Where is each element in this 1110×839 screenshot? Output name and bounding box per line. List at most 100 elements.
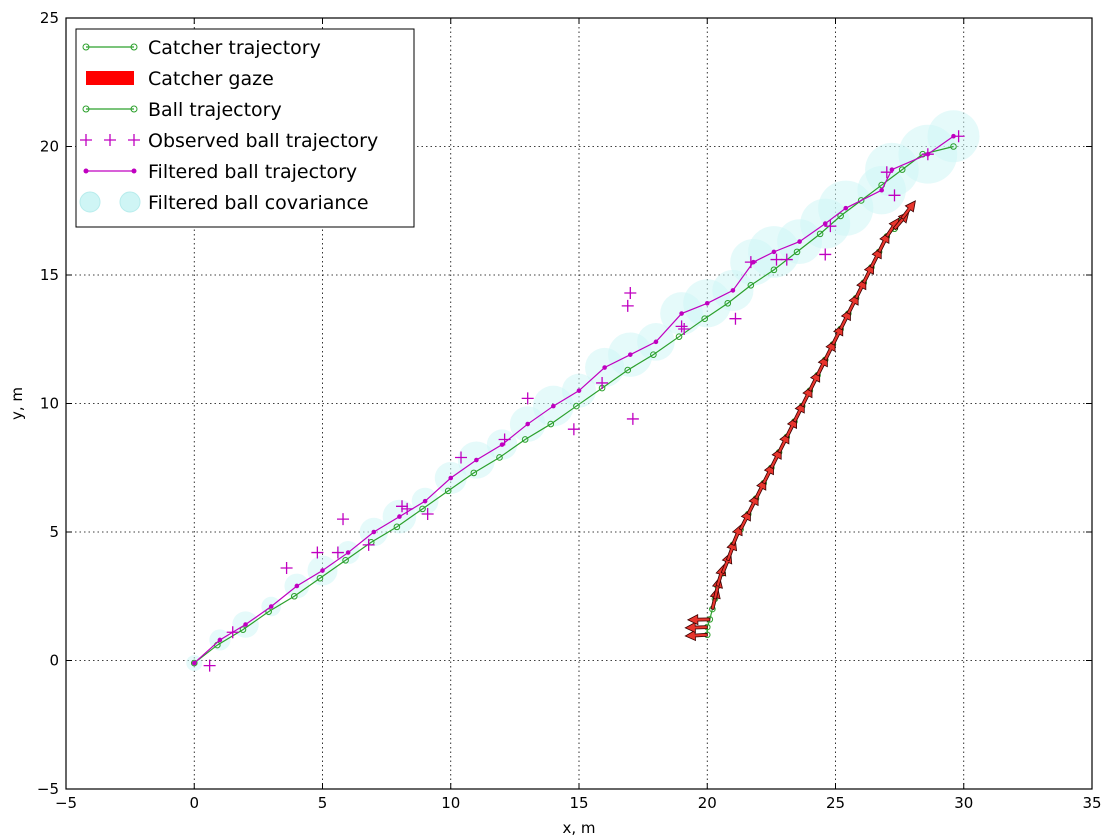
observed-ball-trajectory <box>203 130 965 672</box>
ball-trajectory-point <box>290 592 298 600</box>
catcher-gaze-arrow <box>738 508 751 531</box>
ball-trajectory-point <box>950 143 957 150</box>
filtered-ball-trajectory-point <box>628 352 633 357</box>
catcher-gaze-arrow <box>831 323 844 346</box>
observed-ball-point <box>624 286 637 299</box>
catcher-gaze-arrow <box>807 370 821 392</box>
ball-trajectory-point <box>521 436 529 443</box>
legend-marker <box>104 134 116 146</box>
catcher-gaze-arrow <box>815 354 828 377</box>
filtered-ball-trajectory-point <box>371 529 377 535</box>
catcher-gaze <box>684 200 916 642</box>
ball-trajectory-point <box>393 523 401 531</box>
legend-marker <box>83 168 89 174</box>
filtered-ball-trajectory-point <box>474 457 479 463</box>
filtered-ball-trajectory-point <box>448 475 454 481</box>
legend-label: Filtered ball trajectory <box>148 161 357 183</box>
x-tick-label: 30 <box>954 794 973 812</box>
observed-ball-point <box>362 538 375 551</box>
filtered-ball-trajectory-point <box>730 288 736 293</box>
ball-trajectory-point <box>793 248 801 256</box>
catcher-gaze-arrow <box>686 613 711 626</box>
filtered-ball-trajectory-point <box>525 421 530 427</box>
legend: Catcher trajectory Catcher gaze Ball traje… <box>75 28 415 228</box>
observed-ball-point <box>824 220 837 233</box>
catcher-gaze-arrow <box>730 523 743 546</box>
legend-marker <box>82 105 90 113</box>
filtered-ball-trajectory-point <box>268 604 274 609</box>
observed-ball-point <box>678 322 691 335</box>
ball-trajectory-point <box>624 366 632 374</box>
x-tick-label: 0 <box>189 794 199 812</box>
observed-ball-point <box>921 148 934 161</box>
filtered-ball-trajectory-point <box>243 622 248 627</box>
observed-ball-point <box>880 166 893 179</box>
x-tick-label: 15 <box>569 794 588 812</box>
catcher-gaze-arrow <box>854 277 867 300</box>
legend-entry: Observed ball trajectory <box>80 130 378 152</box>
ball-trajectory-point <box>316 574 324 582</box>
legend-marker <box>80 134 92 146</box>
y-tick-label: 0 <box>49 652 59 670</box>
observed-ball-point <box>226 626 239 639</box>
ball-trajectory-point <box>837 212 844 220</box>
legend-marker <box>131 168 137 174</box>
filtered-ball-trajectory-point <box>320 568 325 573</box>
filtered-ball-trajectory-point <box>879 187 884 193</box>
ball-trajectory-line <box>193 145 954 664</box>
legend-marker <box>130 43 138 51</box>
observed-ball-point <box>621 299 634 312</box>
y-tick-label: 15 <box>40 266 59 284</box>
observed-ball-point <box>311 546 324 559</box>
observed-ball-point <box>729 312 742 325</box>
x-tick-label: 10 <box>441 794 460 812</box>
ball-trajectory-point <box>747 281 755 289</box>
ball-trajectory-point <box>470 469 478 477</box>
legend-marker <box>128 134 140 146</box>
legend-label: Catcher trajectory <box>148 37 321 59</box>
observed-ball-point <box>675 320 688 333</box>
filtered-ball-trajectory-point <box>704 300 710 306</box>
ball-trajectory-point <box>573 402 580 410</box>
ball-trajectory-point <box>857 197 865 204</box>
catcher-gaze-arrow <box>684 621 708 634</box>
legend-label: Observed ball trajectory <box>148 130 378 152</box>
ball-trajectory-point <box>419 505 426 513</box>
filtered-ball-trajectory-point <box>422 498 428 504</box>
observed-ball-point <box>626 412 639 425</box>
catcher-gaze-arrow <box>792 401 805 423</box>
observed-ball-point <box>770 253 783 266</box>
filtered-ball-trajectory <box>191 133 956 666</box>
catcher-gaze-arrow <box>800 385 813 408</box>
legend-entry: Ball trajectory <box>82 99 282 121</box>
catcher-gaze-arrow <box>754 478 767 500</box>
observed-ball-point <box>280 561 293 574</box>
ball-trajectory-point <box>650 351 657 358</box>
legend-label: Filtered ball covariance <box>148 192 369 214</box>
catcher-gaze-arrow <box>777 431 790 454</box>
ball-trajectory-point <box>770 266 778 274</box>
ball-trajectory-point <box>675 333 683 340</box>
legend-marker <box>130 105 138 113</box>
legend-marker <box>119 191 141 213</box>
ball-trajectory-point <box>701 315 708 322</box>
y-tick-label: 20 <box>40 138 59 156</box>
ball-trajectory-point <box>444 487 452 495</box>
filtered-ball-trajectory-point <box>843 205 849 211</box>
filtered-ball-trajectory-point <box>889 167 895 172</box>
catcher-gaze-arrow <box>861 262 874 284</box>
legend-label: Ball trajectory <box>148 99 282 121</box>
filtered-ball-trajectory-point <box>191 660 197 666</box>
observed-ball-point <box>888 189 901 202</box>
legend-marker <box>79 191 101 213</box>
y-tick-label: 10 <box>40 395 59 413</box>
filtered-ball-trajectory-point <box>294 583 300 589</box>
y-tick-label: −5 <box>37 780 59 798</box>
observed-ball-point <box>498 433 511 446</box>
filtered-ball-trajectory-point <box>576 388 582 393</box>
catcher-gaze-arrow <box>846 293 859 315</box>
filtered-ball-trajectory-point <box>797 239 802 244</box>
legend-entry: Catcher gaze <box>86 68 274 90</box>
catcher-gaze-arrow <box>761 462 774 485</box>
observed-ball-point <box>744 256 757 269</box>
